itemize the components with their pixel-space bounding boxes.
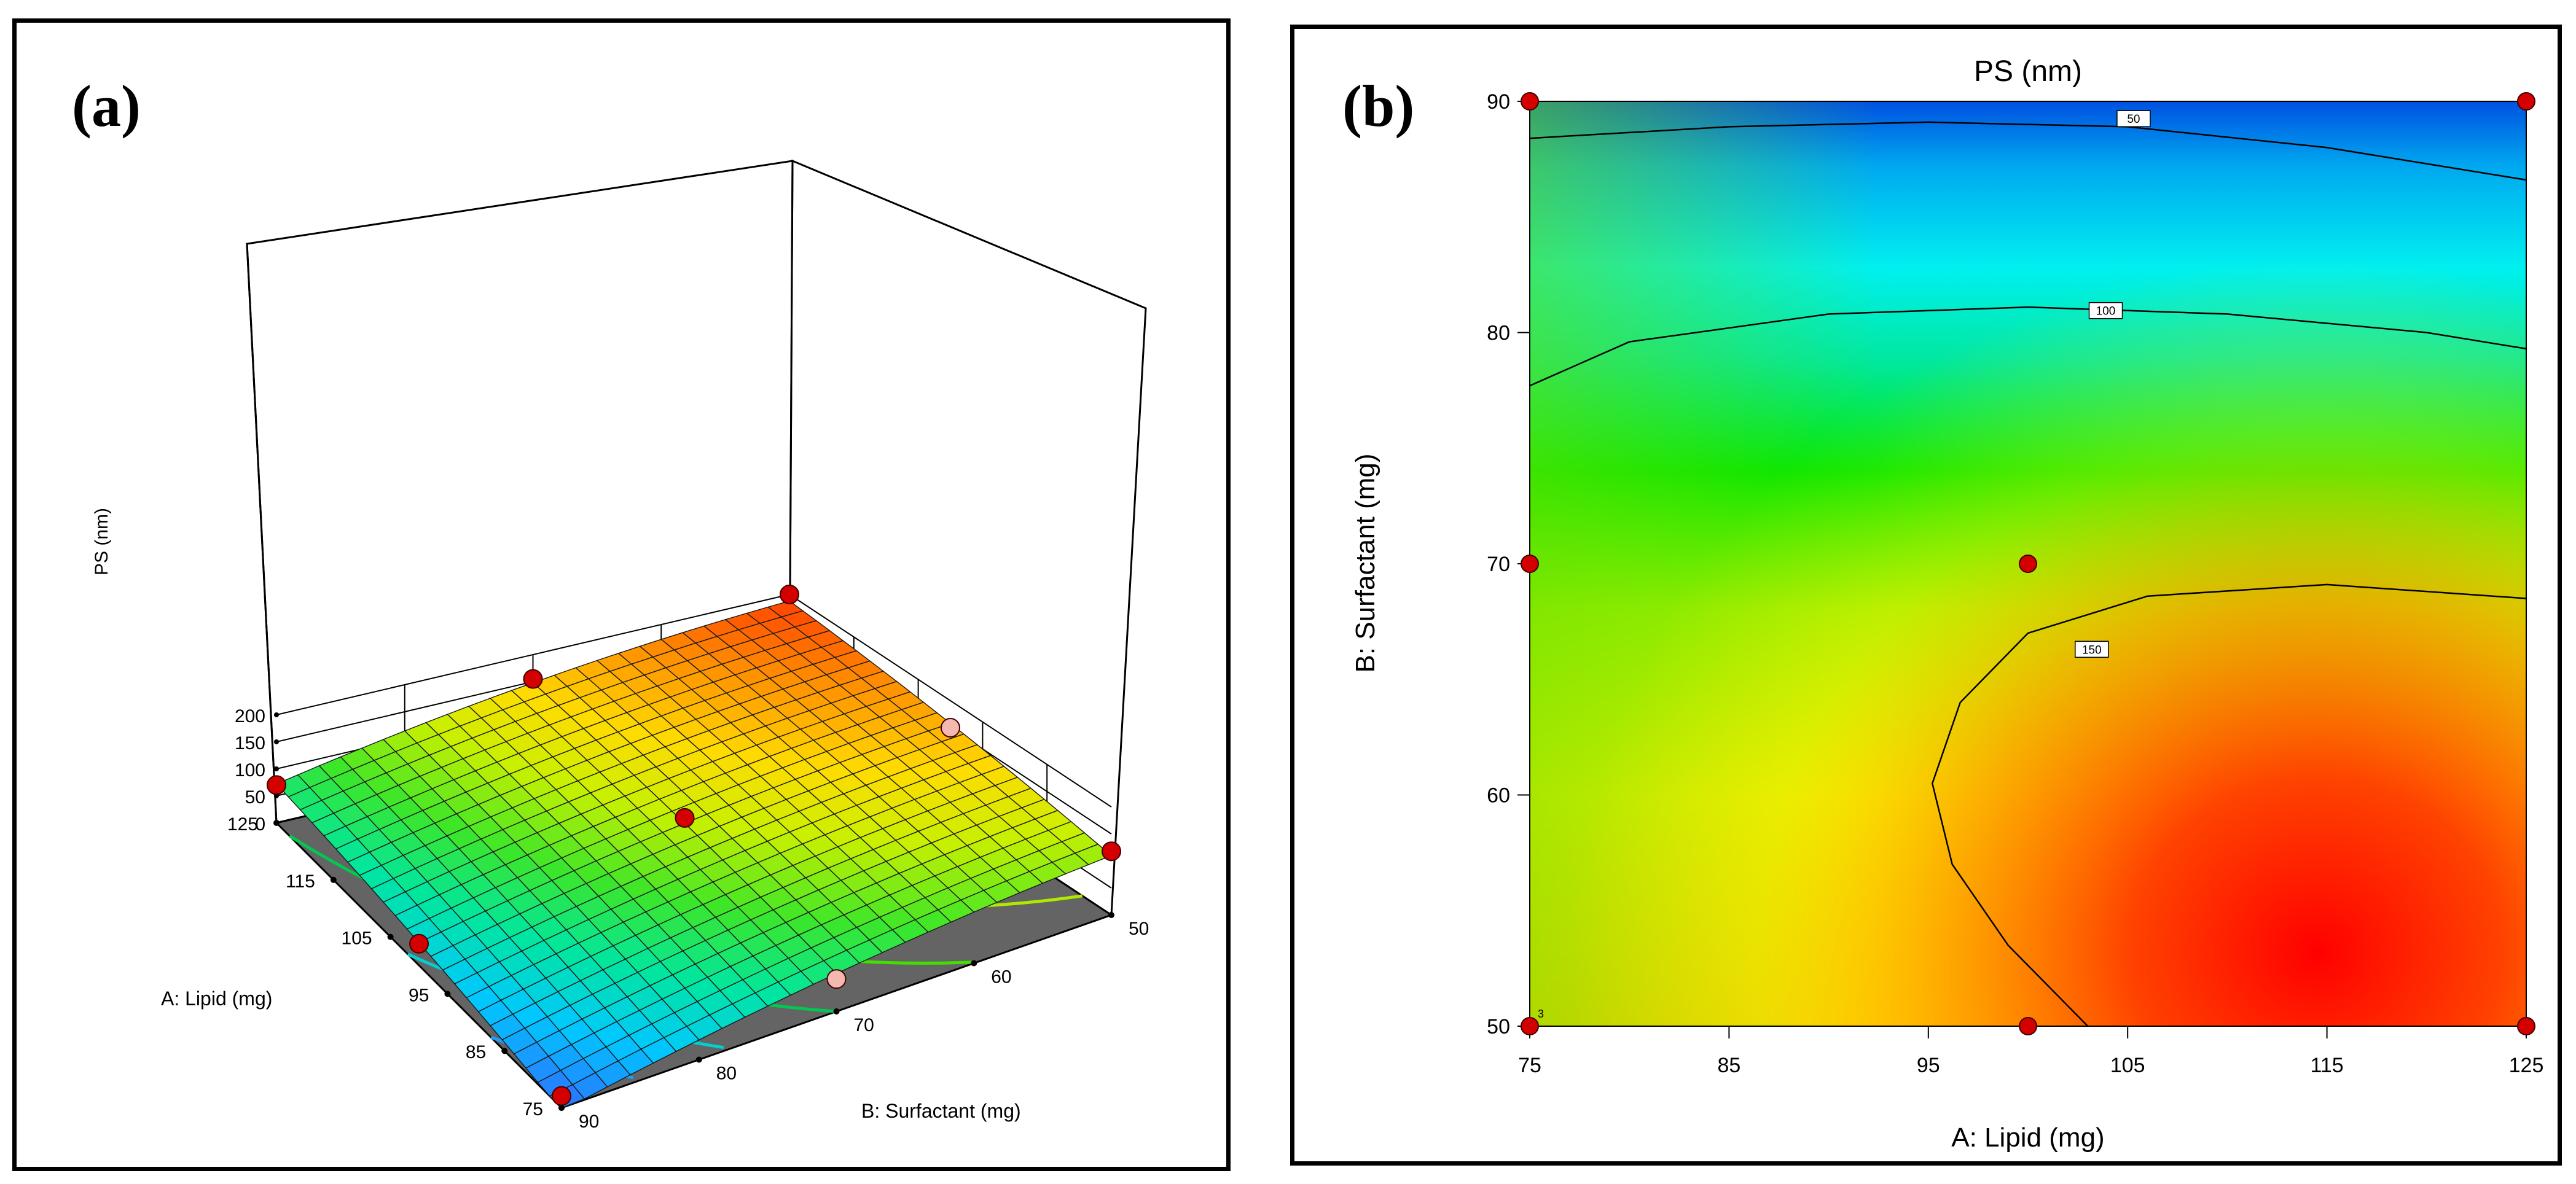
x-tick-label: 75 bbox=[1518, 1054, 1541, 1077]
x-tick-label: 115 bbox=[286, 871, 315, 892]
z-tick-label: 50 bbox=[245, 787, 265, 808]
contour-line-50 bbox=[1529, 121, 2527, 181]
y-axis-label: B: Surfactant (mg) bbox=[861, 1100, 1021, 1122]
y-tick-label: 50 bbox=[1487, 1015, 1510, 1038]
contour-line-100 bbox=[1529, 306, 2527, 387]
design-point bbox=[1102, 841, 1121, 862]
y-tick-label: 60 bbox=[1487, 784, 1510, 808]
contour-line-150 bbox=[1931, 583, 2527, 1027]
z-tick-label: 200 bbox=[235, 706, 265, 726]
design-point bbox=[523, 669, 543, 689]
z-tick-label: 100 bbox=[235, 760, 265, 781]
design-point bbox=[1521, 1017, 1539, 1035]
design-point bbox=[267, 775, 286, 795]
x-tick-label: 85 bbox=[466, 1042, 486, 1062]
z-axis-label: PS (nm) bbox=[92, 508, 112, 575]
x-tick-label: 95 bbox=[1917, 1054, 1940, 1077]
design-point bbox=[1521, 555, 1539, 573]
y-tick-label: 80 bbox=[1487, 322, 1510, 345]
x-tick-label: 85 bbox=[1717, 1054, 1740, 1077]
x-axis-label: A: Lipid (mg) bbox=[161, 987, 272, 1010]
z-tick-label: 150 bbox=[235, 733, 265, 754]
y-tick-label: 60 bbox=[991, 967, 1011, 987]
x-tick-label: 105 bbox=[2110, 1054, 2145, 1077]
surface-plot-svg: 0 50 100 150 200 75 85 95 105 115 125 90 80 70 60 50 PS… bbox=[92, 159, 1149, 1132]
design-point bbox=[2517, 92, 2535, 111]
design-points bbox=[267, 585, 1121, 1106]
design-point bbox=[552, 1086, 571, 1106]
panel-a-label: (a) bbox=[72, 73, 141, 139]
response-surface bbox=[275, 600, 1113, 1108]
x-tick-label: 125 bbox=[227, 814, 258, 835]
contour-level-label: 50 bbox=[2127, 113, 2140, 126]
design-point bbox=[675, 808, 695, 828]
design-point bbox=[941, 718, 960, 738]
design-point bbox=[1521, 92, 1539, 111]
y-tick-label: 70 bbox=[854, 1015, 874, 1035]
x-tick-label: 125 bbox=[2509, 1054, 2544, 1077]
chart-title: PS (nm) bbox=[1974, 55, 2082, 88]
contour-level-label: 150 bbox=[2082, 644, 2102, 656]
y-tick-label: 80 bbox=[716, 1064, 737, 1084]
design-point bbox=[2517, 1017, 2535, 1035]
x-tick-label: 115 bbox=[2310, 1054, 2343, 1077]
design-point bbox=[2019, 1017, 2037, 1035]
x-tick-label: 105 bbox=[342, 929, 372, 949]
design-point bbox=[409, 933, 429, 954]
y-tick-label: 90 bbox=[1487, 90, 1510, 114]
z-tick-label: 0 bbox=[255, 814, 265, 835]
panel-b-label: (b) bbox=[1342, 73, 1415, 139]
y-axis-label: B: Surfactant (mg) bbox=[1350, 453, 1380, 672]
x-tick-label: 75 bbox=[523, 1099, 543, 1120]
y-tick-label: 50 bbox=[1129, 919, 1149, 939]
contour-level-label: 100 bbox=[2096, 305, 2116, 318]
axis-ticks: 75 85 95 105 115 125 50 60 70 80 90 bbox=[1487, 90, 2543, 1077]
design-point bbox=[2019, 555, 2037, 573]
replicate-count-label: 3 bbox=[1538, 1008, 1544, 1020]
design-point bbox=[826, 969, 847, 989]
x-axis-label: A: Lipid (mg) bbox=[1951, 1123, 2104, 1153]
contour-plot-svg: 50 100 150 75 85 95 105 115 125 50 60 70 80 90 PS (n… bbox=[1350, 55, 2543, 1153]
panel-a-surface-plot: (a) 0 50 100 150 200 75 85 95 105 115 125 90 80 70 60 5… bbox=[12, 18, 1231, 1171]
y-tick-label: 90 bbox=[579, 1112, 599, 1132]
x-tick-label: 95 bbox=[409, 985, 429, 1005]
panel-b-contour-plot: (b) bbox=[1290, 25, 2562, 1166]
design-point bbox=[780, 585, 799, 604]
axis-ticks: 0 50 100 150 200 75 85 95 105 115 125 90 80 70 60 50 bbox=[227, 706, 1149, 1132]
design-points bbox=[1521, 92, 2535, 1035]
y-tick-label: 70 bbox=[1487, 553, 1510, 576]
contour-lines: 50 100 150 bbox=[1529, 110, 2527, 1027]
